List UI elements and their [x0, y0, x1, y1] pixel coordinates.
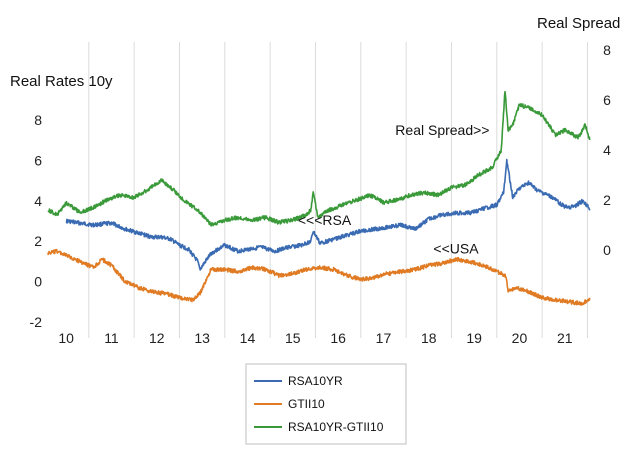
x-tick-label: 17: [376, 330, 392, 346]
x-tick-label: 15: [285, 330, 301, 346]
right-axis-title: Real Spread: [537, 15, 620, 32]
left-y-axis-ticks: -2 0 2 4 6 8: [30, 112, 43, 330]
left-y-tick-label: 0: [34, 274, 42, 290]
left-y-tick-label: 2: [34, 233, 42, 249]
x-tick-label: 13: [194, 330, 210, 346]
annotation-label: <<USA: [433, 240, 479, 256]
left-axis-title: Real Rates 10y: [10, 73, 113, 90]
left-y-tick-label: -2: [30, 314, 43, 330]
series-lines: [47, 90, 591, 306]
series-line-gtii10: [47, 248, 591, 306]
left-y-tick-label: 6: [34, 152, 42, 168]
x-tick-label: 18: [421, 330, 437, 346]
right-y-axis-ticks: 0 2 4 6 8: [603, 42, 611, 258]
x-tick-label: 11: [104, 330, 119, 346]
vertical-gridlines: [88, 42, 588, 338]
annotation-label: Real Spread>>: [395, 122, 489, 138]
legend-label: RSA10YR: [288, 374, 343, 388]
right-y-tick-label: 6: [603, 92, 611, 108]
right-y-tick-label: 4: [603, 142, 611, 158]
legend-label: GTII10: [288, 397, 325, 411]
right-y-tick-label: 8: [603, 42, 611, 58]
left-y-tick-label: 8: [34, 112, 42, 128]
x-tick-label: 20: [512, 330, 528, 346]
legend-label: RSA10YR-GTII10: [288, 420, 384, 434]
right-y-tick-label: 0: [603, 242, 611, 258]
x-tick-label: 16: [330, 330, 346, 346]
x-tick-label: 12: [149, 330, 165, 346]
x-tick-label: 10: [58, 330, 74, 346]
left-y-tick-label: 4: [34, 193, 42, 209]
series-line-rsa10yr: [65, 158, 591, 271]
x-axis-ticks: 10 11 12 13 14 15 16 17 18 19 20 21: [58, 330, 572, 346]
x-tick-label: 21: [557, 330, 573, 346]
series-line-rsa10yr-gtii10: [47, 90, 591, 227]
annotations: Real Spread>> <<<RSA <<USA: [298, 122, 490, 256]
legend: RSA10YR GTII10 RSA10YR-GTII10: [245, 363, 407, 445]
annotation-label: <<<RSA: [298, 212, 352, 228]
x-tick-label: 19: [466, 330, 482, 346]
right-y-tick-label: 2: [603, 192, 611, 208]
x-tick-label: 14: [240, 330, 256, 346]
